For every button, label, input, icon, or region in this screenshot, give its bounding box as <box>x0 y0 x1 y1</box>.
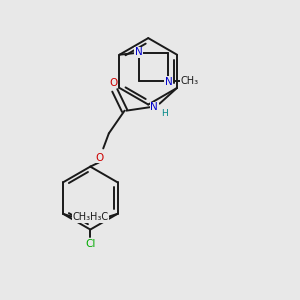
Text: CH₃: CH₃ <box>72 212 90 222</box>
Text: H₃C: H₃C <box>90 212 108 222</box>
Text: N: N <box>165 76 172 87</box>
Text: N: N <box>150 102 158 112</box>
Text: H: H <box>161 109 167 118</box>
Text: CH₃: CH₃ <box>180 76 199 86</box>
Text: O: O <box>109 78 118 88</box>
Text: Cl: Cl <box>85 239 95 249</box>
Text: N: N <box>135 47 142 57</box>
Text: O: O <box>96 153 104 163</box>
